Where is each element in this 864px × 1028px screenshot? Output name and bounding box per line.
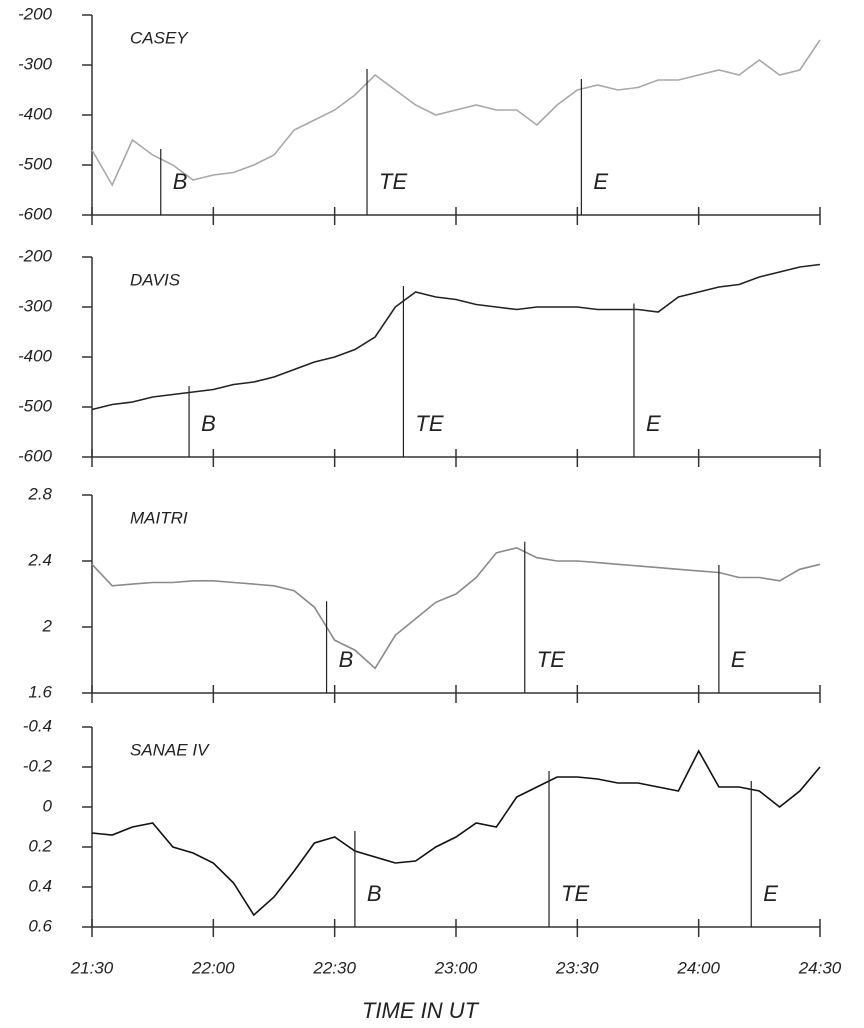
- x-tick-label: 24:30: [798, 958, 842, 977]
- y-tick-label: -400: [18, 346, 53, 365]
- y-tick-label: -0.2: [23, 756, 53, 775]
- event-label: E: [763, 881, 778, 906]
- y-tick-label: 0.6: [28, 916, 52, 935]
- panel-title: SANAE IV: [130, 740, 210, 759]
- x-tick-label: 23:00: [434, 958, 478, 977]
- y-tick-label: -500: [18, 154, 53, 173]
- x-tick-label: 23:30: [555, 958, 599, 977]
- y-tick-label: -600: [18, 446, 53, 465]
- event-label: TE: [561, 881, 589, 906]
- y-tick-label: 1.6: [28, 682, 52, 701]
- x-axis-title: TIME IN UT: [362, 998, 480, 1023]
- y-tick-label: 2.8: [27, 484, 52, 503]
- y-tick-label: 2.4: [27, 550, 52, 569]
- y-tick-label: -300: [18, 296, 53, 315]
- data-line: [91, 546, 821, 670]
- panel-title: DAVIS: [130, 270, 181, 289]
- event-label: B: [339, 647, 354, 672]
- event-label: TE: [379, 169, 407, 194]
- x-tick-label: 22:30: [312, 958, 356, 977]
- event-label: B: [201, 411, 216, 436]
- event-label: E: [646, 411, 661, 436]
- x-tick-label: 24:00: [676, 958, 720, 977]
- y-tick-label: -200: [18, 4, 53, 23]
- y-tick-label: 2: [42, 616, 53, 635]
- y-tick-label: 0: [43, 796, 53, 815]
- event-label: TE: [537, 647, 565, 672]
- panel-title: CASEY: [130, 28, 189, 47]
- event-label: B: [173, 169, 188, 194]
- event-label: TE: [415, 411, 443, 436]
- panel-title: MAITRI: [130, 508, 188, 527]
- y-tick-label: -300: [18, 54, 53, 73]
- y-tick-label: 0.2: [28, 836, 52, 855]
- event-label: E: [593, 169, 608, 194]
- event-label: B: [367, 881, 382, 906]
- data-line: [91, 749, 821, 917]
- y-tick-label: -600: [18, 204, 53, 223]
- x-tick-label: 22:00: [191, 958, 235, 977]
- x-tick-label: 21:30: [70, 958, 114, 977]
- data-line: [91, 39, 821, 187]
- y-tick-label: 0.4: [28, 876, 52, 895]
- y-tick-label: -200: [18, 246, 53, 265]
- event-label: E: [731, 647, 746, 672]
- y-tick-label: -0.4: [23, 716, 52, 735]
- y-tick-label: -400: [18, 104, 53, 123]
- y-tick-label: -500: [18, 396, 53, 415]
- data-line: [91, 263, 821, 411]
